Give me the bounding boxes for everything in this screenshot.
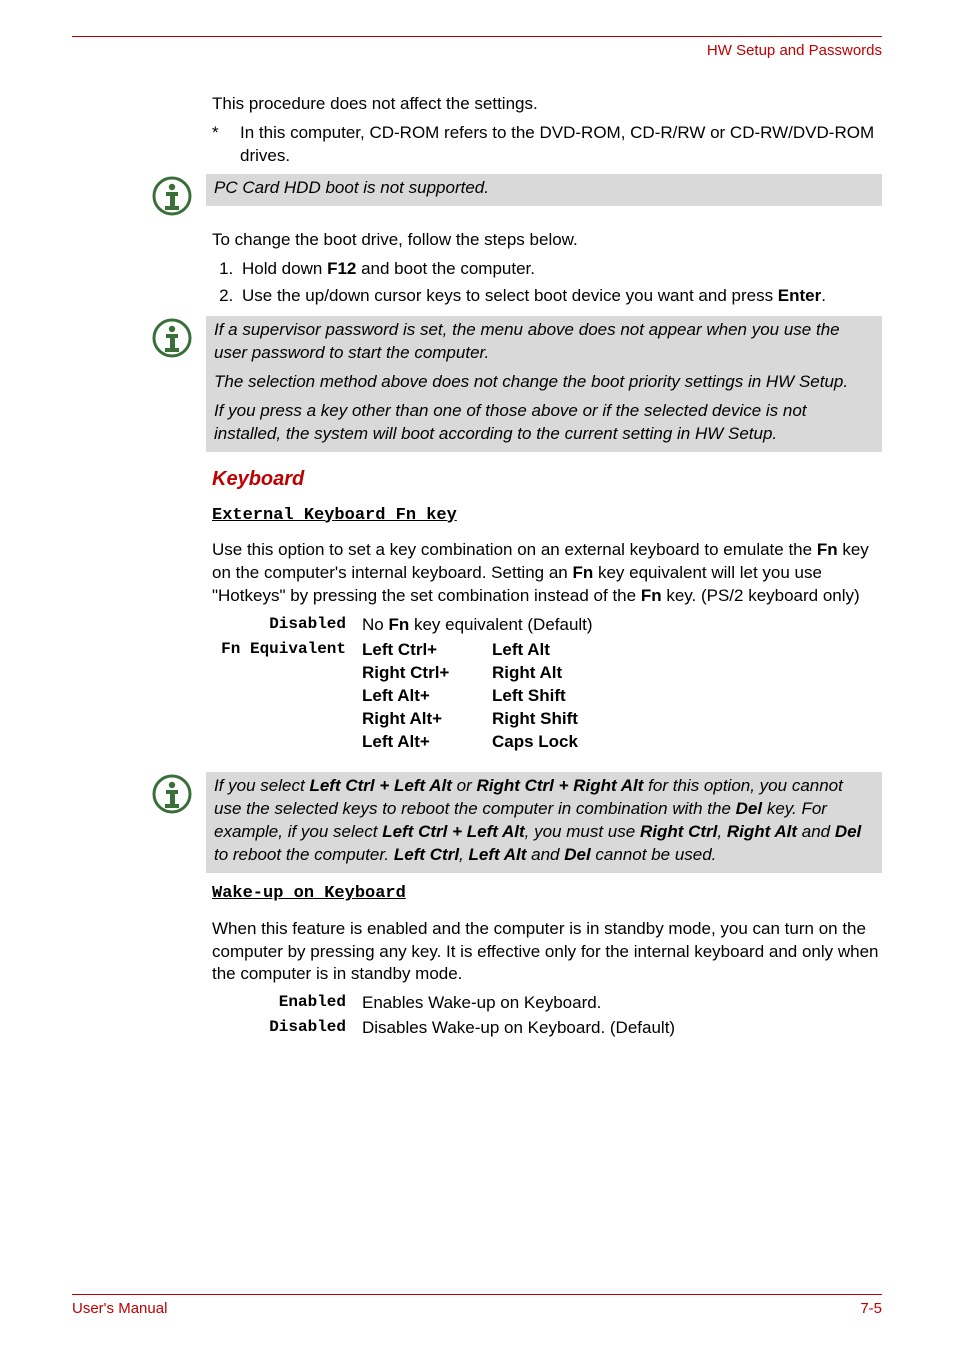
key: Right Alt [727, 822, 797, 841]
boot-lead: To change the boot drive, follow the ste… [212, 229, 882, 252]
t: , you must use [525, 822, 640, 841]
key-f12: F12 [327, 259, 356, 278]
combo-right: Left Shift [492, 685, 882, 708]
boot-step-1: Hold down F12 and boot the computer. [238, 258, 882, 281]
key-fn: Fn [388, 615, 409, 634]
t: . [821, 286, 826, 305]
t: to reboot the computer. [214, 845, 394, 864]
t: , [459, 845, 468, 864]
note2-p2: The selection method above does not chan… [214, 371, 874, 394]
boot-steps: Hold down F12 and boot the computer. Use… [238, 258, 882, 308]
t: and boot the computer. [356, 259, 535, 278]
info-icon [152, 174, 206, 223]
t: Use this option to set a key combination… [212, 540, 817, 559]
main-content: This procedure does not affect the setti… [212, 93, 882, 1040]
footer: User's Manual 7-5 [72, 1294, 882, 1319]
external-fn-heading: External Keyboard Fn key [212, 505, 882, 528]
key: Left Ctrl [394, 845, 459, 864]
option-disabled: Disabled Disables Wake-up on Keyboard. (… [212, 1017, 882, 1040]
combo-left: Left Ctrl+ [362, 639, 492, 662]
option-label: Enabled [212, 992, 362, 1014]
t: key equivalent (Default) [409, 615, 592, 634]
header-section-label: HW Setup and Passwords [72, 41, 882, 61]
key: Left Alt [469, 845, 527, 864]
option-label: Disabled [212, 614, 362, 636]
footnote-row: * In this computer, CD-ROM refers to the… [212, 122, 882, 168]
header-rule [72, 36, 882, 37]
t: key. (PS/2 keyboard only) [662, 586, 860, 605]
combo-row: Left Alt+Left Shift [362, 685, 882, 708]
key-combo: Right Ctrl + Right Alt [476, 776, 643, 795]
boot-step-2: Use the up/down cursor keys to select bo… [238, 285, 882, 308]
intro-line: This procedure does not affect the setti… [212, 93, 882, 116]
option-fn-equivalent: Fn Equivalent Left Ctrl+Left Alt Right C… [212, 639, 882, 754]
combo-row: Left Alt+Caps Lock [362, 731, 882, 754]
combo-right: Right Shift [492, 708, 882, 731]
wakeup-para: When this feature is enabled and the com… [212, 918, 882, 987]
note3-text: If you select Left Ctrl + Left Alt or Ri… [214, 775, 874, 867]
fn-options: Disabled No Fn key equivalent (Default) … [212, 614, 882, 754]
footer-left: User's Manual [72, 1299, 167, 1319]
t: and [797, 822, 835, 841]
wake-options: Enabled Enables Wake-up on Keyboard. Dis… [212, 992, 882, 1040]
combo-right: Left Alt [492, 639, 882, 662]
t: and [526, 845, 564, 864]
note2-p3: If you press a key other than one of tho… [214, 400, 874, 446]
key-fn: Fn [817, 540, 838, 559]
key-del: Del [564, 845, 590, 864]
key-fn: Fn [641, 586, 662, 605]
note-body-1: PC Card HDD boot is not supported. [206, 174, 882, 206]
option-desc: Enables Wake-up on Keyboard. [362, 992, 882, 1015]
keyboard-heading: Keyboard [212, 466, 882, 493]
key-combo: Left Ctrl + Left Alt [382, 822, 524, 841]
key-fn: Fn [572, 563, 593, 582]
combo-row: Right Alt+Right Shift [362, 708, 882, 731]
combo-left: Left Alt+ [362, 685, 492, 708]
combo-left: Left Alt+ [362, 731, 492, 754]
note-block-1: PC Card HDD boot is not supported. [152, 174, 882, 223]
option-label: Fn Equivalent [212, 639, 362, 661]
note2-p1: If a supervisor password is set, the men… [214, 319, 874, 365]
footnote-text: In this computer, CD-ROM refers to the D… [240, 122, 882, 168]
wakeup-heading: Wake-up on Keyboard [212, 883, 882, 906]
note-body-2: If a supervisor password is set, the men… [206, 316, 882, 452]
key-enter: Enter [778, 286, 821, 305]
note-block-2: If a supervisor password is set, the men… [152, 316, 882, 452]
option-label: Disabled [212, 1017, 362, 1039]
t: Use the up/down cursor keys to select bo… [242, 286, 778, 305]
option-enabled: Enabled Enables Wake-up on Keyboard. [212, 992, 882, 1015]
info-icon [152, 772, 206, 821]
option-desc: Disables Wake-up on Keyboard. (Default) [362, 1017, 882, 1040]
combo-right: Caps Lock [492, 731, 882, 754]
combo-left: Right Ctrl+ [362, 662, 492, 685]
note-body-3: If you select Left Ctrl + Left Alt or Ri… [206, 772, 882, 873]
combo-row: Right Ctrl+Right Alt [362, 662, 882, 685]
note-block-3: If you select Left Ctrl + Left Alt or Ri… [152, 772, 882, 873]
key-del: Del [835, 822, 861, 841]
combo-right: Right Alt [492, 662, 882, 685]
key-combo: Left Ctrl + Left Alt [309, 776, 451, 795]
combo-row: Left Ctrl+Left Alt [362, 639, 882, 662]
t: If you select [214, 776, 309, 795]
key-del: Del [736, 799, 762, 818]
option-desc: Left Ctrl+Left Alt Right Ctrl+Right Alt … [362, 639, 882, 754]
footer-page: 7-5 [860, 1299, 882, 1319]
external-fn-para: Use this option to set a key combination… [212, 539, 882, 608]
t: No [362, 615, 388, 634]
option-disabled: Disabled No Fn key equivalent (Default) [212, 614, 882, 637]
t: Hold down [242, 259, 327, 278]
combo-left: Right Alt+ [362, 708, 492, 731]
key: Right Ctrl [640, 822, 717, 841]
t: or [452, 776, 477, 795]
info-icon [152, 316, 206, 365]
footnote-mark: * [212, 122, 240, 168]
t: , [717, 822, 726, 841]
option-desc: No Fn key equivalent (Default) [362, 614, 882, 637]
note1-text: PC Card HDD boot is not supported. [214, 177, 874, 200]
t: cannot be used. [591, 845, 717, 864]
